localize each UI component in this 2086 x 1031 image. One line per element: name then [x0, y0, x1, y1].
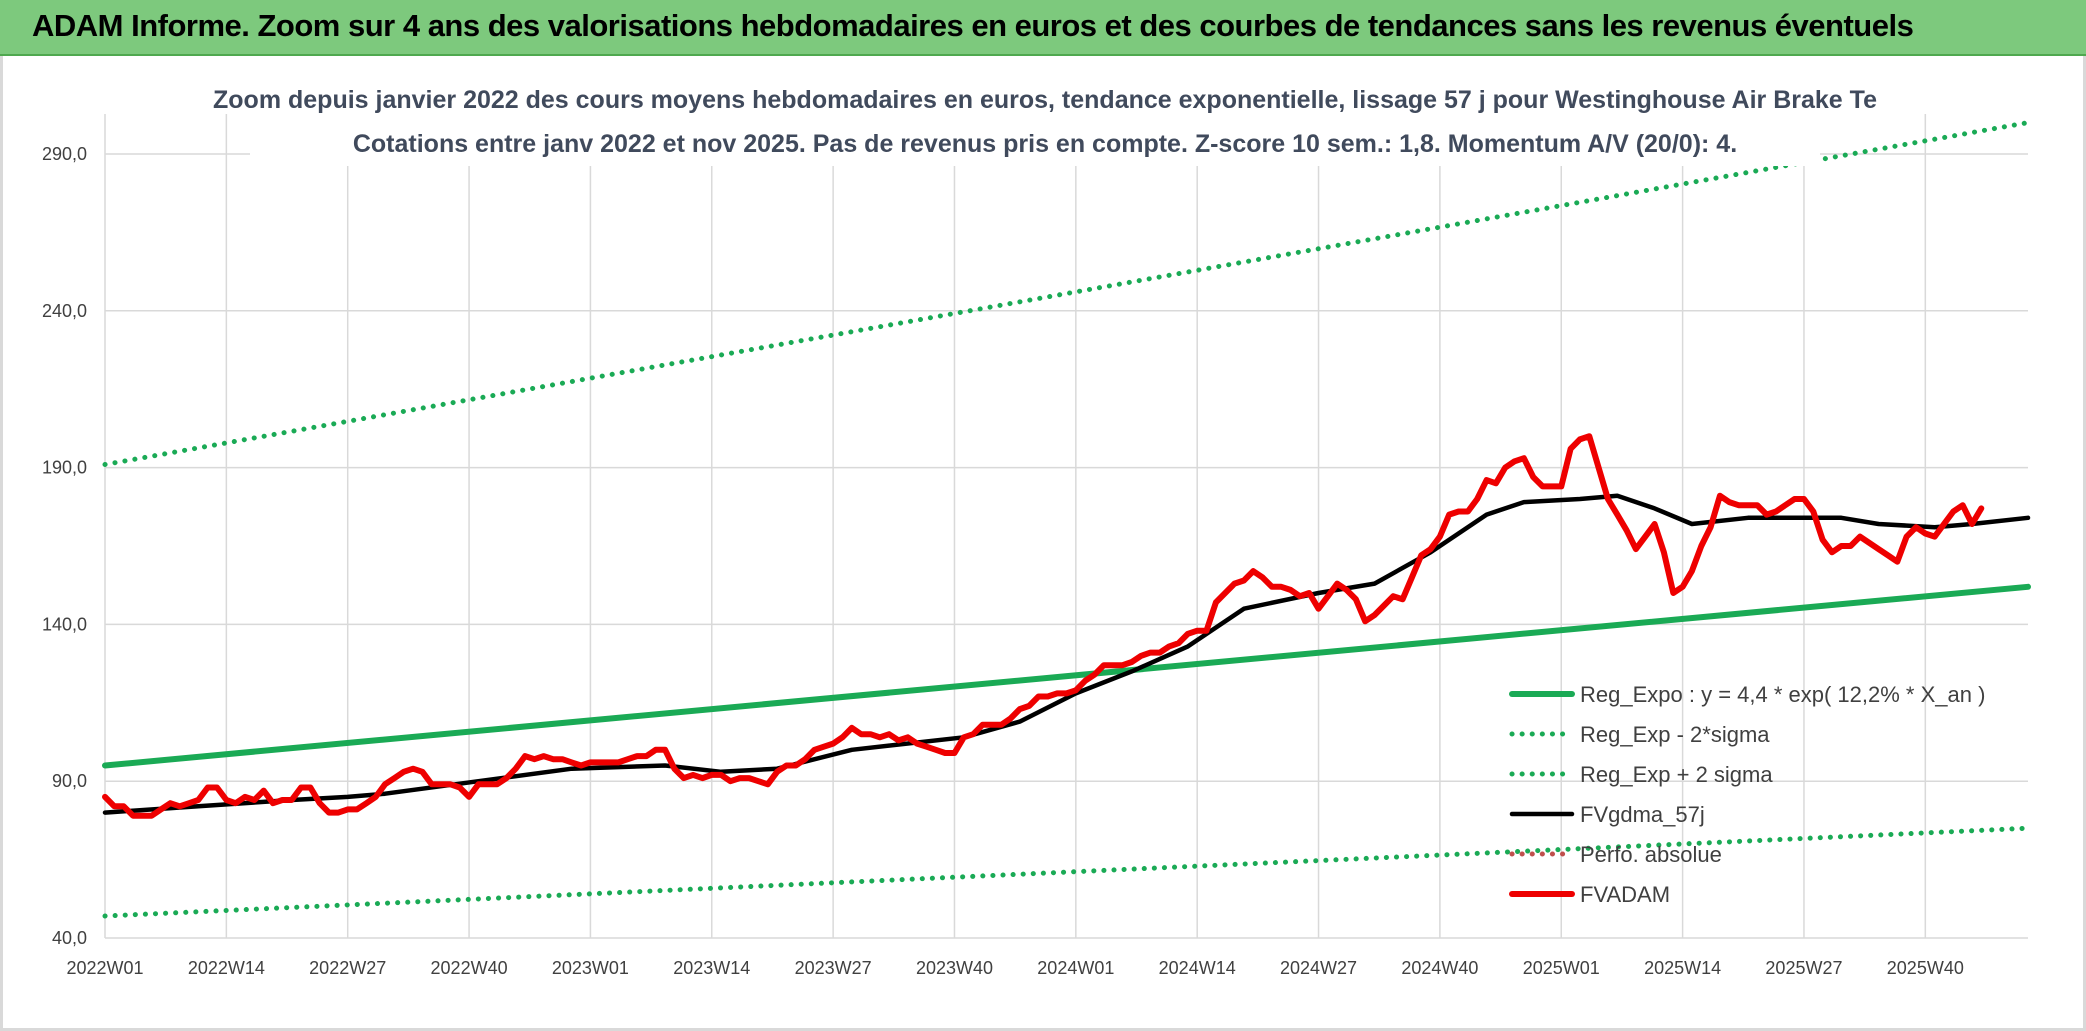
x-tick-label: 2024W01: [1037, 958, 1114, 978]
y-tick-label: 90,0: [52, 771, 87, 791]
legend-label: FVADAM: [1580, 882, 1670, 907]
report-banner: ADAM Informe. Zoom sur 4 ans des valoris…: [0, 0, 2086, 56]
y-tick-label: 190,0: [42, 458, 87, 478]
banner-title: ADAM Informe. Zoom sur 4 ans des valoris…: [32, 8, 1914, 43]
x-tick-label: 2025W01: [1523, 958, 1600, 978]
series-line-reg-exp-2-sigma: [102, 120, 2031, 467]
series-line-fvadam: [102, 433, 1985, 819]
x-tick-label: 2023W01: [552, 958, 629, 978]
x-tick-label: 2025W40: [1887, 958, 1964, 978]
y-tick-label: 240,0: [42, 301, 87, 321]
x-tick-label: 2023W27: [795, 958, 872, 978]
chart-subtitle: Cotations entre janv 2022 et nov 2025. P…: [353, 130, 1737, 158]
series-line-reg-exp-2-sigma: [102, 825, 2031, 919]
axis-ticks: 40,0 90,0 140,0 190,0 240,0 290,0 2022W01 2022W…: [42, 144, 1964, 978]
series-group: [102, 120, 2031, 919]
x-tick-label: 2023W40: [916, 958, 993, 978]
chart-title: Zoom depuis janvier 2022 des cours moyen…: [213, 86, 1877, 114]
grid-lines: [104, 114, 2028, 939]
x-tick-label: 2022W14: [188, 958, 265, 978]
legend-label: Reg_Exp - 2*sigma: [1580, 722, 1770, 747]
series-line-fvgdma-57j: [102, 493, 2031, 815]
x-tick-label: 2022W01: [66, 958, 143, 978]
x-tick-label: 2024W40: [1401, 958, 1478, 978]
x-tick-label: 2024W27: [1280, 958, 1357, 978]
legend-label: Reg_Exp + 2 sigma: [1580, 762, 1773, 787]
legend-label: Perfo. absolue: [1580, 842, 1722, 867]
x-tick-label: 2024W14: [1159, 958, 1236, 978]
x-tick-label: 2022W27: [309, 958, 386, 978]
legend-label: Reg_Expo : y = 4,4 * exp( 12,2% * X_an ): [1580, 682, 1985, 707]
x-tick-label: 2025W27: [1765, 958, 1842, 978]
legend: Reg_Expo : y = 4,4 * exp( 12,2% * X_an )…: [1509, 682, 1985, 907]
x-tick-label: 2022W40: [431, 958, 508, 978]
legend-label: FVgdma_57j: [1580, 802, 1705, 827]
x-tick-label: 2025W14: [1644, 958, 1721, 978]
y-tick-label: 40,0: [52, 928, 87, 948]
y-tick-label: 140,0: [42, 614, 87, 634]
series-line-reg-expo-y-4-4-exp-12-2-x-an: [102, 583, 2031, 769]
y-tick-label: 290,0: [42, 144, 87, 164]
x-tick-label: 2023W14: [673, 958, 750, 978]
title-backdrop: [250, 96, 1820, 166]
